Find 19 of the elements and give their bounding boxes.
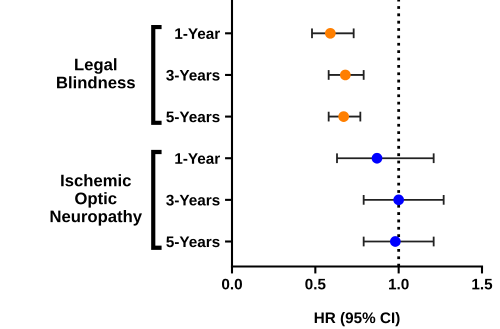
point	[338, 111, 350, 122]
text: Legal Blindness	[57, 58, 135, 88]
y-tick-label: 5-Years	[166, 112, 220, 122]
y-tick-label: 1-Year	[175, 28, 220, 39]
y-tick-label: 5-Years	[166, 236, 220, 248]
x-tick-label: 1.0	[389, 278, 409, 290]
x-tick-label: 0.0	[222, 278, 242, 290]
point	[390, 236, 401, 247]
x-tick-label: 1.5	[472, 278, 492, 290]
point	[340, 70, 351, 80]
y-tick-label: 1-Year	[175, 153, 220, 164]
point	[372, 152, 382, 164]
x-tick-label: 0.5	[305, 278, 326, 290]
text: Ischemic Optic Neuropathy	[50, 174, 142, 226]
point	[393, 194, 404, 206]
point	[324, 28, 336, 39]
x-axis-title: HR (95% CI)	[314, 312, 400, 326]
y-tick-label: 3-Years	[166, 70, 220, 81]
y-tick-label: 3-Years	[166, 194, 220, 206]
